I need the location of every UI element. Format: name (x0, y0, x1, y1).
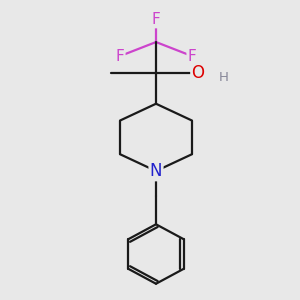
Text: H: H (218, 71, 228, 84)
Text: F: F (152, 12, 160, 27)
Text: O: O (191, 64, 205, 82)
Text: F: F (116, 49, 124, 64)
Text: N: N (150, 162, 162, 180)
Text: F: F (188, 49, 196, 64)
